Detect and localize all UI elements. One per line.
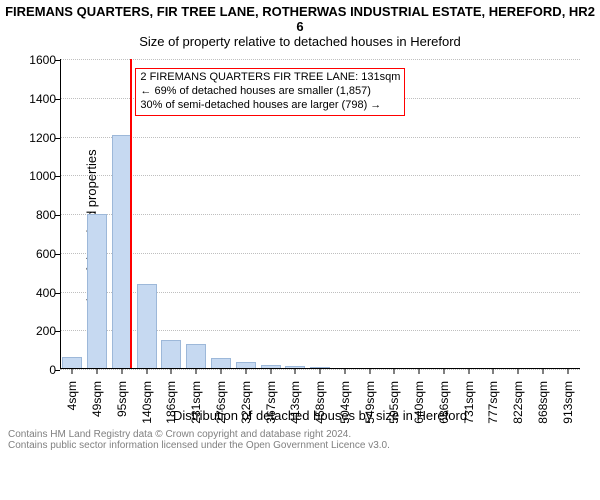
y-tick-label: 1600 (29, 53, 56, 67)
y-tick-label: 1000 (29, 169, 56, 183)
bar (161, 340, 181, 369)
page-title: FIREMANS QUARTERS, FIR TREE LANE, ROTHER… (0, 0, 600, 34)
y-tick-label: 800 (36, 208, 56, 222)
marker-line (130, 59, 132, 369)
annotation-box: 2 FIREMANS QUARTERS FIR TREE LANE: 131sq… (135, 68, 405, 115)
annotation-line: 2 FIREMANS QUARTERS FIR TREE LANE: 131sq… (140, 71, 400, 85)
footer-line-2: Contains public sector information licen… (8, 440, 592, 451)
bar (87, 214, 107, 369)
annotation-line: ← 69% of detached houses are smaller (1,… (140, 85, 400, 99)
x-tick-labels: 4sqm49sqm95sqm140sqm186sqm231sqm276sqm32… (60, 369, 580, 375)
y-tick-label: 200 (36, 324, 56, 338)
y-tick-label: 1400 (29, 92, 56, 106)
y-tick-label: 600 (36, 247, 56, 261)
x-tick-label: 4sqm (65, 381, 79, 410)
chart-area: Number of detached properties 0200400600… (0, 49, 600, 429)
page-subtitle: Size of property relative to detached ho… (0, 34, 600, 49)
plot: 02004006008001000120014001600 4sqm49sqm9… (60, 59, 580, 369)
y-tick-label: 1200 (29, 131, 56, 145)
y-tick-label: 0 (49, 363, 56, 377)
y-axis (60, 59, 61, 369)
x-axis-label: Distribution of detached houses by size … (60, 408, 580, 423)
footer-line-1: Contains HM Land Registry data © Crown c… (8, 429, 592, 440)
bar (137, 284, 157, 369)
bar (112, 135, 132, 369)
y-tick-label: 400 (36, 286, 56, 300)
bar (186, 344, 206, 369)
annotation-line: 30% of semi-detached houses are larger (… (140, 99, 400, 113)
footer: Contains HM Land Registry data © Crown c… (0, 429, 600, 455)
